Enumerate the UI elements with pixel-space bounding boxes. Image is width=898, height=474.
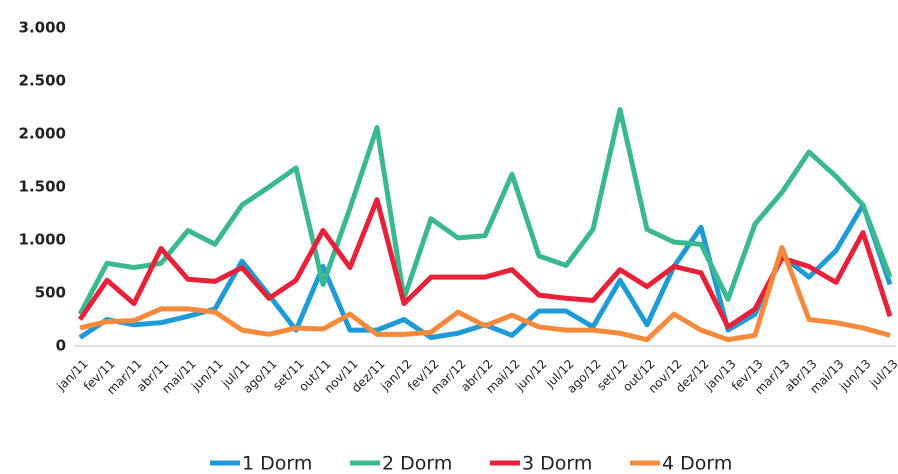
y-tick-label: 0 bbox=[56, 337, 66, 355]
line-series bbox=[79, 244, 891, 343]
y-tick-label: 2.000 bbox=[19, 125, 66, 143]
y-tick-label: 2.500 bbox=[19, 72, 66, 90]
y-tick-label: 1.500 bbox=[19, 178, 66, 196]
x-tick-label: jul/13 bbox=[866, 357, 898, 391]
legend-label: 4 Dorm bbox=[662, 453, 732, 474]
line-series bbox=[78, 202, 893, 341]
legend-label: 1 Dorm bbox=[242, 453, 312, 474]
line-series bbox=[77, 197, 893, 330]
y-tick-label: 500 bbox=[35, 284, 66, 302]
legend-label: 2 Dorm bbox=[382, 453, 452, 474]
legend-label: 3 Dorm bbox=[522, 453, 592, 474]
line-series bbox=[77, 107, 893, 316]
y-tick-label: 3.000 bbox=[19, 19, 66, 37]
y-tick-label: 1.000 bbox=[19, 231, 66, 249]
